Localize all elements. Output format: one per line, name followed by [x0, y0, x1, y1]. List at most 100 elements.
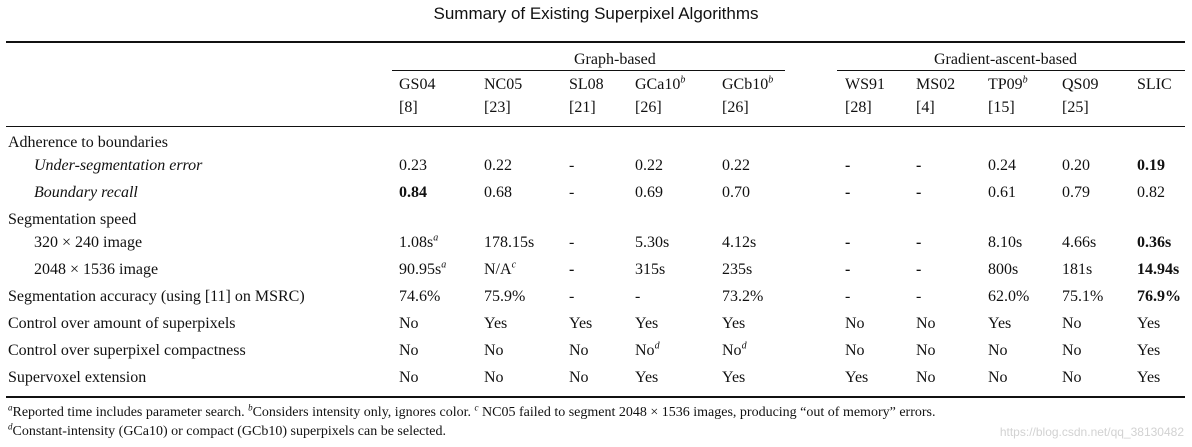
- cell-value: 1.08s: [399, 234, 434, 251]
- top-rule: [6, 41, 1185, 43]
- header-rule: [6, 126, 1185, 127]
- row-label: Control over superpixel compactness: [8, 342, 246, 359]
- table-cell: 181s: [1062, 260, 1092, 280]
- table-cell: 0.68: [484, 183, 512, 203]
- cell-value: 800s: [988, 261, 1019, 278]
- column-name: WS91: [845, 76, 885, 93]
- table-cell: -: [916, 156, 921, 176]
- table-cell: 90.95sa: [399, 260, 446, 280]
- table-cell: No: [1062, 368, 1082, 388]
- table-cell: -: [845, 287, 850, 307]
- table-cell: 73.2%: [722, 287, 763, 307]
- column-header: SLIC: [1137, 75, 1172, 95]
- table-cell: Yes: [635, 314, 658, 334]
- table-cell: No: [569, 341, 589, 361]
- table-cell: -: [569, 183, 574, 203]
- column-header: SL08: [569, 75, 604, 95]
- column-name: GCb10: [722, 76, 769, 93]
- cell-value: 0.82: [1137, 184, 1165, 201]
- cell-value: 76.9%: [1137, 288, 1181, 305]
- table-cell: No: [845, 314, 865, 334]
- column-header: GCa10b: [635, 75, 685, 95]
- cell-footnote-mark: a: [433, 232, 439, 244]
- cell-value: -: [845, 234, 851, 251]
- group-gradient-ascent-based: Gradient-ascent-based: [934, 51, 1078, 68]
- cell-value: Yes: [1137, 369, 1161, 386]
- cell-value: 181s: [1062, 261, 1093, 278]
- cell-footnote-mark: d: [741, 340, 747, 352]
- footnote-text: Considers intensity only, ignores color.: [252, 405, 475, 420]
- table-cell: No: [1062, 314, 1082, 334]
- table-cell: Yes: [569, 314, 592, 334]
- table-cell: 0.84: [399, 183, 427, 203]
- table-cell: 1.08sa: [399, 233, 438, 253]
- group-gradient-underline: [837, 70, 1185, 71]
- cell-value: Yes: [1137, 342, 1161, 359]
- cell-value: 235s: [722, 261, 753, 278]
- table-cell: 62.0%: [988, 287, 1029, 307]
- cell-value: Yes: [845, 369, 869, 386]
- row-label: Segmentation accuracy (using [11] on MSR…: [8, 288, 305, 305]
- table-cell: No: [399, 314, 419, 334]
- column-reference: [23]: [484, 99, 511, 116]
- column-name: QS09: [1062, 76, 1099, 93]
- column-header: GS04: [399, 75, 435, 95]
- table-cell: 0.22: [484, 156, 512, 176]
- table-cell: 0.22: [635, 156, 663, 176]
- column-header: MS02: [916, 75, 955, 95]
- cell-value: -: [569, 261, 575, 278]
- footnote-text: NC05 failed to segment 2048 × 1536 image…: [478, 405, 936, 420]
- cell-value: Yes: [722, 369, 746, 386]
- row-label: Adherence to boundaries: [8, 134, 168, 151]
- cell-value: 74.6%: [399, 288, 441, 305]
- cell-value: No: [484, 342, 504, 359]
- table-cell: -: [569, 287, 574, 307]
- table-cell: Yes: [722, 368, 745, 388]
- table-cell: -: [916, 260, 921, 280]
- cell-value: 178.15s: [484, 234, 535, 251]
- cell-value: -: [845, 157, 851, 174]
- cell-value: 0.84: [399, 184, 427, 201]
- cell-value: No: [569, 369, 589, 386]
- cell-value: 5.30s: [635, 234, 670, 251]
- watermark: https://blog.csdn.net/qq_38130482: [999, 425, 1184, 439]
- bottom-rule: [6, 396, 1185, 398]
- column-name: MS02: [916, 76, 956, 93]
- cell-value: 62.0%: [988, 288, 1030, 305]
- cell-value: 0.22: [635, 157, 663, 174]
- table-cell: Yes: [845, 368, 868, 388]
- cell-value: -: [916, 234, 922, 251]
- cell-value: Yes: [484, 315, 508, 332]
- table-cell: 0.22: [722, 156, 750, 176]
- row-label: Boundary recall: [34, 184, 138, 201]
- cell-value: No: [916, 342, 936, 359]
- cell-value: No: [635, 342, 655, 359]
- cell-value: No: [916, 369, 936, 386]
- cell-footnote-mark: d: [654, 340, 660, 352]
- table-cell: No: [916, 341, 936, 361]
- group-graph-based: Graph-based: [574, 51, 656, 68]
- footnote-mark: b: [248, 402, 253, 413]
- table-cell: 0.23: [399, 156, 427, 176]
- cell-value: 0.24: [988, 157, 1016, 174]
- column-footnote-mark: b: [1022, 74, 1028, 86]
- table-cell: No: [988, 341, 1008, 361]
- cell-value: Yes: [988, 315, 1012, 332]
- cell-footnote-mark: a: [441, 259, 447, 271]
- table-cell: 0.19: [1137, 156, 1165, 176]
- cell-value: 0.70: [722, 184, 750, 201]
- cell-value: Yes: [1137, 315, 1161, 332]
- cell-value: No: [399, 315, 419, 332]
- cell-value: -: [916, 157, 922, 174]
- table-cell: 0.24: [988, 156, 1016, 176]
- table-cell: -: [569, 260, 574, 280]
- table-cell: No: [569, 368, 589, 388]
- table-cell: Yes: [722, 314, 745, 334]
- table-cell: 0.20: [1062, 156, 1090, 176]
- column-reference: [26]: [635, 99, 662, 116]
- table-cell: 4.66s: [1062, 233, 1096, 253]
- column-name: NC05: [484, 76, 523, 93]
- cell-value: 0.22: [484, 157, 512, 174]
- cell-value: No: [399, 342, 419, 359]
- table-cell: -: [845, 156, 850, 176]
